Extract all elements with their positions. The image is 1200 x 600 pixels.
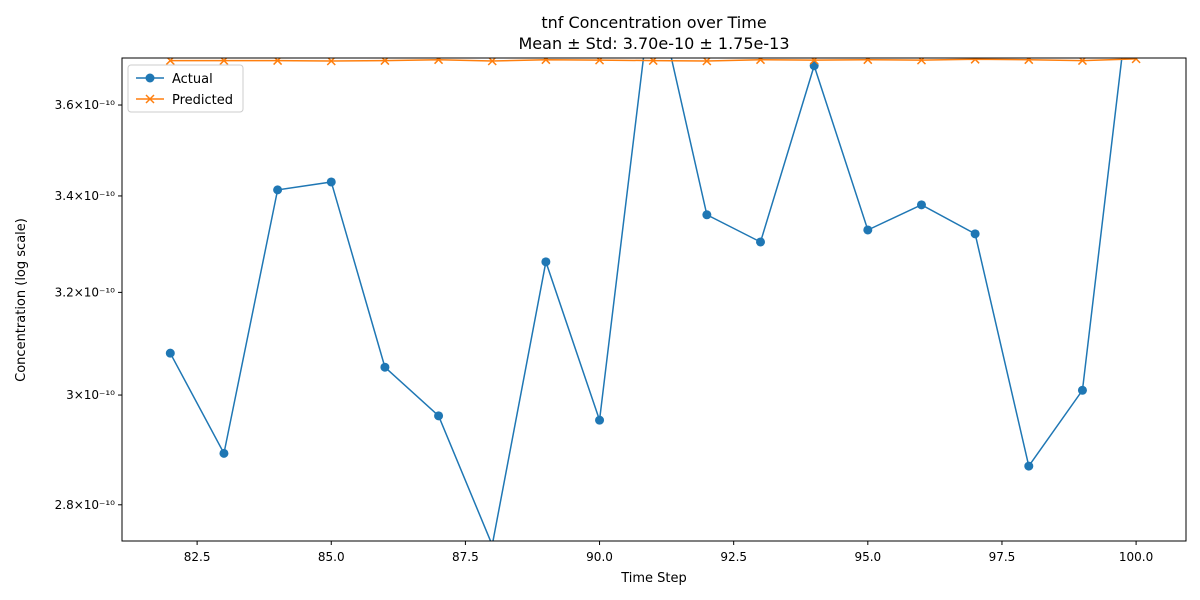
legend-label: Actual xyxy=(172,72,213,87)
marker xyxy=(219,58,229,66)
plot-area xyxy=(165,58,1141,541)
marker xyxy=(380,362,390,372)
x-tick-label: 95.0 xyxy=(854,550,881,564)
marker xyxy=(970,229,980,239)
chart-title: tnf Concentration over Time xyxy=(541,13,766,32)
y-tick-label: 2.8×10⁻¹⁰ xyxy=(55,498,116,512)
marker xyxy=(916,58,927,65)
marker xyxy=(1077,385,1087,395)
marker xyxy=(648,58,658,66)
y-tick-label: 3.2×10⁻¹⁰ xyxy=(55,285,116,299)
marker xyxy=(1131,58,1141,64)
x-tick-label: 100.0 xyxy=(1119,550,1153,564)
marker xyxy=(380,58,390,66)
axes-frame xyxy=(121,57,1187,542)
legend: Actual Predicted xyxy=(127,64,244,113)
marker xyxy=(863,225,873,235)
y-axis-label: Concentration (log scale) xyxy=(14,218,29,382)
x-tick-label: 90.0 xyxy=(586,550,613,564)
marker xyxy=(434,411,444,421)
legend-marker xyxy=(145,73,155,83)
x-axis-label: Time Step xyxy=(620,571,687,586)
marker xyxy=(541,58,551,65)
marker xyxy=(756,237,766,247)
y-tick-label: 3×10⁻¹⁰ xyxy=(66,388,115,402)
marker xyxy=(326,177,336,187)
chart-subtitle: Mean ± Std: 3.70e-10 ± 1.75e-13 xyxy=(518,34,789,53)
marker xyxy=(1077,58,1087,66)
marker xyxy=(273,58,283,66)
x-tick-label: 87.5 xyxy=(452,550,479,564)
marker xyxy=(541,257,551,267)
y-tick-label: 3.6×10⁻¹⁰ xyxy=(55,98,116,112)
x-tick-label: 82.5 xyxy=(184,550,211,564)
marker xyxy=(809,58,819,65)
legend-box xyxy=(127,64,244,113)
marker xyxy=(970,58,980,64)
marker xyxy=(863,58,873,65)
marker xyxy=(219,448,229,458)
x-tick-label: 85.0 xyxy=(318,550,345,564)
marker xyxy=(595,415,605,425)
marker xyxy=(702,210,712,220)
marker xyxy=(755,58,766,65)
legend-label: Predicted xyxy=(172,93,233,108)
marker xyxy=(273,185,283,195)
marker xyxy=(165,58,175,66)
marker xyxy=(809,61,819,71)
marker xyxy=(595,58,605,65)
marker xyxy=(1024,461,1034,471)
y-tick-label: 3.4×10⁻¹⁰ xyxy=(55,189,116,203)
marker xyxy=(165,348,175,358)
marker xyxy=(434,58,444,65)
x-tick-label: 92.5 xyxy=(720,550,747,564)
marker xyxy=(1024,58,1034,65)
x-tick-label: 97.5 xyxy=(989,550,1016,564)
marker xyxy=(916,200,926,210)
legend-marker xyxy=(145,94,155,104)
